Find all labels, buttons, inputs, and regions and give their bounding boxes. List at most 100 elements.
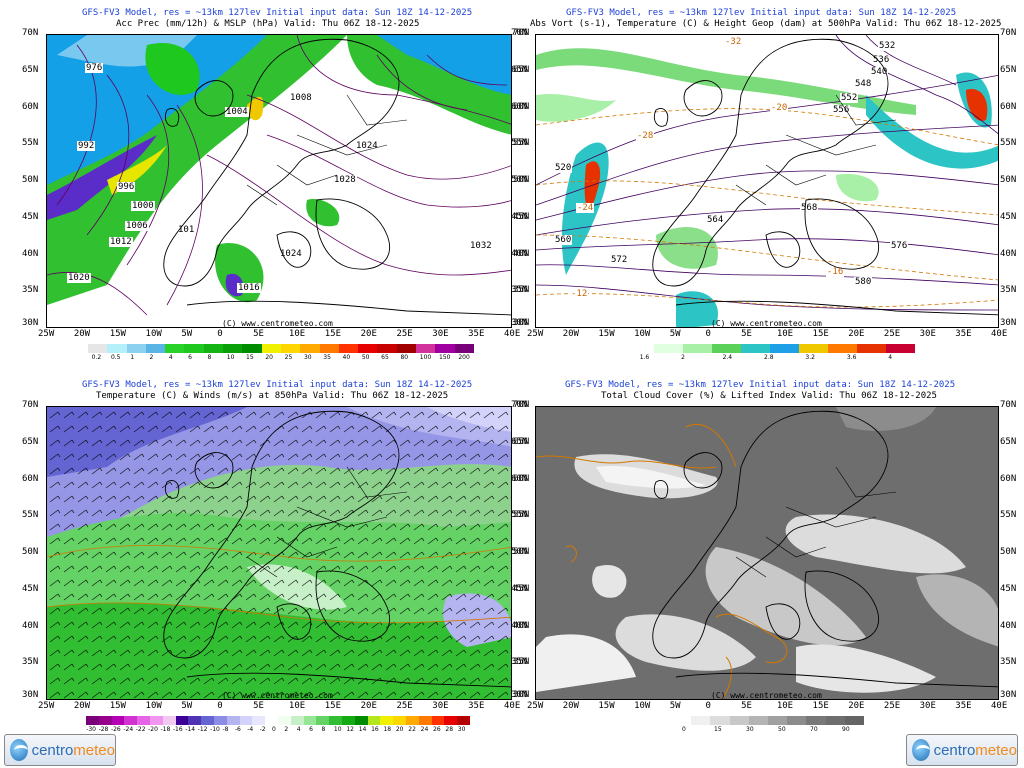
colorbar-swatch [165, 344, 185, 353]
colorbar-swatch [86, 716, 99, 725]
colorbar-swatch [290, 716, 304, 725]
colorbar-swatch [654, 344, 683, 353]
colorbar-swatch [457, 716, 470, 725]
latitude-label: 70N [513, 28, 530, 38]
isobar-label: 1000 [131, 201, 155, 211]
colorbar-swatch [124, 716, 138, 725]
colorbar-swatch [825, 716, 845, 725]
colorbar-label: 22 [408, 726, 416, 733]
coastline-borders [163, 410, 511, 688]
height-label: 576 [890, 241, 909, 251]
height-label: 568 [800, 203, 819, 213]
latitude-label: 65N [513, 64, 530, 75]
colorbar-label: -2 [259, 726, 266, 733]
credit-text: (C) www.centrometeo.com [222, 319, 333, 328]
latitude-label: 50N [1000, 547, 1017, 557]
latitude-label: 35N [22, 285, 39, 296]
colorbar-label: 2.4 [722, 354, 733, 361]
panel2-model-line: GFS-FV3 Model, res = ~13km 127lev Initia… [566, 8, 957, 18]
colorbar-label: 0 [682, 726, 686, 733]
colorbar-swatch [338, 344, 359, 353]
isobar-label: 1006 [125, 221, 149, 231]
isobar-label: 976 [85, 63, 104, 73]
colorbar-label: -20 [148, 726, 158, 733]
colorbar-swatch [358, 344, 378, 353]
colorbar-label: -12 [197, 726, 208, 733]
colorbar-label: 4 [296, 726, 301, 733]
latitude-label: 40N [1000, 620, 1017, 631]
colorbar-swatch [806, 716, 826, 725]
colorbar-swatch [405, 716, 419, 725]
latitude-label: 65N [511, 436, 528, 447]
precip-map: 976 992 996 1000 1004 1006 1008 1012 101… [46, 34, 512, 328]
longitude-label: 15W [109, 701, 126, 711]
colorbar-label: 50 [778, 726, 786, 733]
colorbar-label: 18 [383, 726, 392, 733]
latitude-label: 70N [1000, 28, 1017, 38]
colorbar-label: 2.8 [764, 354, 774, 361]
colorbar-label: 10 [333, 726, 342, 733]
longitude-label: 5W [181, 701, 193, 711]
colorbar-swatch [672, 716, 692, 725]
colorbar-label: 40 [342, 354, 351, 361]
colorbar-swatch [748, 716, 769, 725]
isobar-label: 101 [177, 225, 196, 235]
longitude-label: 25E [396, 701, 413, 711]
panel4-chart-title: Total Cloud Cover (%) & Lifted Index Val… [601, 391, 937, 401]
colorbar-label: 70 [810, 726, 818, 733]
height-label: 540 [870, 67, 889, 77]
colorbar-swatch [329, 716, 342, 725]
colorbar-swatch [265, 716, 278, 725]
colorbar-label: 20 [265, 354, 273, 361]
colorbar-swatch [162, 716, 176, 725]
colorbar-swatch [145, 344, 166, 353]
latitude-label: 40N [1000, 248, 1017, 259]
colorbar-label: 0.2 [91, 354, 102, 361]
longitude-label: 35E [468, 701, 485, 711]
latitude-label: 30N [1000, 318, 1017, 328]
logo-globe-icon [10, 739, 28, 761]
colorbar-label: 1 [130, 354, 135, 361]
colorbar-swatch [712, 344, 741, 353]
latitude-label: 30N [1000, 690, 1017, 700]
latitude-label: 60N [1000, 101, 1017, 112]
latitude-label: 40N [22, 248, 39, 259]
colorbar-swatch [431, 716, 445, 725]
colorbar-label: 8 [321, 726, 326, 733]
colorbar-label: 80 [400, 354, 409, 361]
latitude-label: 35N [1000, 657, 1017, 668]
colorbar-swatch [188, 716, 202, 725]
longitude-label: 35E [955, 329, 972, 339]
colorbar-swatch [126, 344, 146, 353]
panel1-chart-title: Acc Prec (mm/12h) & MSLP (hPa) Valid: Th… [116, 19, 420, 29]
colorbar-label: -8 [222, 726, 229, 733]
temp-label: -24 [576, 203, 595, 213]
latitude-label: 50N [513, 547, 530, 557]
longitude-label: 15W [109, 329, 126, 339]
height-label: 564 [706, 215, 725, 225]
latitude-label: 60N [22, 101, 39, 112]
longitude-label: 10W [634, 329, 651, 339]
latitude-label: 65N [22, 436, 39, 447]
latitude-label: 65N [1000, 64, 1017, 75]
longitude-label: 25E [883, 701, 901, 711]
colorbar-label: 25 [284, 354, 293, 361]
colorbar-label: 30 [746, 726, 754, 733]
centrometeo-logo-left: centrometeo [4, 734, 116, 766]
latitude-label: 35N [513, 285, 530, 296]
longitude-label: 20E [848, 329, 865, 339]
longitude-label: 20W [562, 329, 579, 339]
latitude-label: 45N [511, 211, 528, 222]
longitude-label: 20E [360, 329, 377, 339]
panel4-title: GFS-FV3 Model, res = ~13km 127lev Initia… [565, 380, 955, 402]
colorbar-swatch [184, 344, 204, 353]
isobar-label: 992 [77, 141, 96, 151]
isobar-label: 1008 [289, 93, 313, 103]
longitude-label: 25W [527, 701, 544, 711]
isobar-label: 996 [117, 182, 136, 192]
coastline-borders [652, 410, 998, 688]
colorbar-label: 0.5 [110, 354, 121, 361]
height-label: 536 [872, 55, 891, 65]
colorbar-swatch [729, 716, 749, 725]
isobar-label: 1012 [109, 237, 133, 247]
